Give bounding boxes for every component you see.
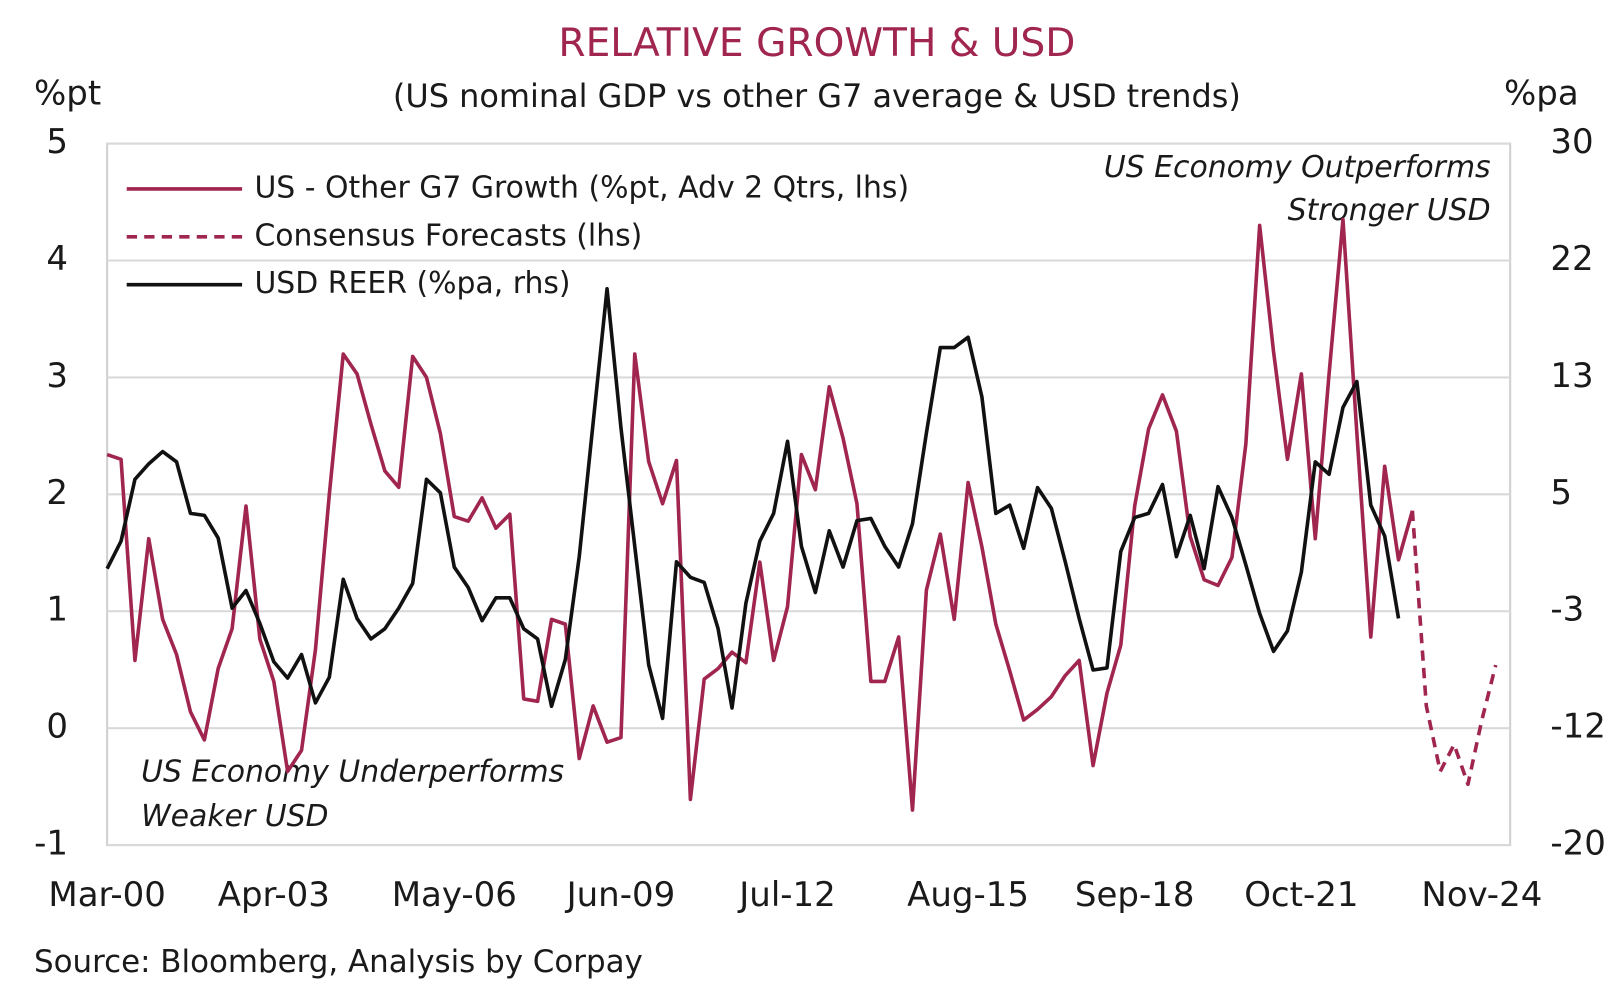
- legend-label: Consensus Forecasts (lhs): [254, 218, 642, 253]
- chart-title: RELATIVE GROWTH & USD: [558, 21, 1075, 66]
- chart-subtitle: (US nominal GDP vs other G7 average & US…: [393, 77, 1241, 115]
- y-tick-label: 2: [46, 473, 68, 513]
- y2-axis-label: %pa: [1504, 74, 1579, 114]
- legend-label: US - Other G7 Growth (%pt, Adv 2 Qtrs, l…: [254, 170, 909, 205]
- x-tick-label: Sep-18: [1075, 875, 1195, 915]
- x-tick-label: Nov-24: [1421, 875, 1542, 915]
- y-tick-label: 0: [46, 707, 68, 747]
- x-tick-label: Jun-09: [565, 875, 676, 915]
- y2-tick-label: 22: [1550, 239, 1593, 279]
- y-tick-label: 4: [46, 239, 68, 279]
- y-tick-label: -1: [34, 824, 68, 864]
- annotation: US Economy Outperforms: [1104, 150, 1491, 185]
- x-tick-label: Aug-15: [907, 875, 1029, 915]
- y-tick-label: 3: [46, 356, 68, 396]
- y2-tick-label: 5: [1550, 473, 1572, 513]
- series-line: [106, 217, 1415, 812]
- source: Source: Bloomberg, Analysis by Corpay: [34, 944, 643, 980]
- x-tick-label: Mar-00: [48, 875, 165, 915]
- annotation: US Economy Underperforms: [141, 754, 564, 789]
- x-tick-label: Apr-03: [218, 875, 330, 915]
- x-tick-label: May-06: [392, 875, 517, 915]
- series-line: [1410, 510, 1498, 787]
- annotation: Stronger USD: [1288, 193, 1491, 228]
- annotation: Weaker USD: [141, 799, 328, 834]
- x-tick-label: Oct-21: [1244, 875, 1358, 915]
- y-tick-label: 1: [46, 590, 68, 630]
- y2-tick-label: -12: [1550, 707, 1606, 747]
- y-axis-label: %pt: [34, 74, 101, 114]
- y2-tick-label: 13: [1550, 356, 1593, 396]
- y2-tick-label: -20: [1550, 824, 1606, 864]
- legend-label: USD REER (%pa, rhs): [254, 266, 570, 301]
- y2-tick-label: -3: [1550, 590, 1584, 630]
- x-tick-label: Jul-12: [737, 875, 836, 915]
- y-tick-label: 5: [46, 122, 68, 162]
- series-line: [105, 287, 1401, 721]
- y2-tick-label: 30: [1550, 122, 1593, 162]
